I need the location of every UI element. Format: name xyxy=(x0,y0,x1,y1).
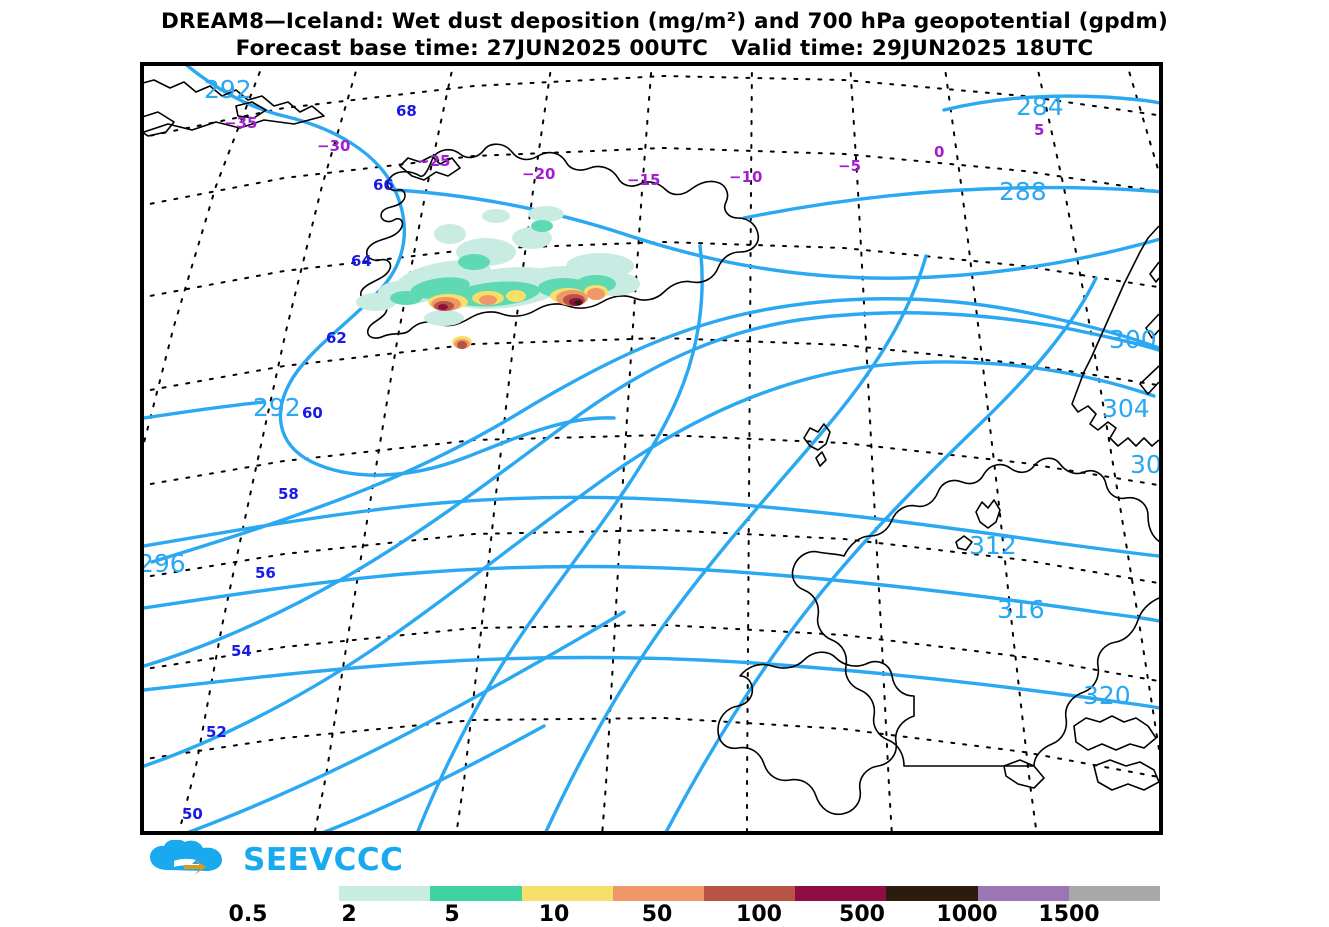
contour-312 xyxy=(144,495,1159,558)
coastline-orkney xyxy=(955,535,973,551)
lon-label-5: 5 xyxy=(1034,121,1044,139)
coastline-iceland xyxy=(359,143,760,339)
lon-label--30: −30 xyxy=(317,137,350,155)
chart-title-block: DREAM8—Iceland: Wet dust deposition (mg/… xyxy=(0,8,1329,62)
lat-label-66: 66 xyxy=(373,176,394,194)
contour-300 xyxy=(144,311,1159,668)
coastline-channel xyxy=(1003,759,1045,789)
contour-label-292-north: 292 xyxy=(204,75,252,104)
coastline-norway xyxy=(1071,225,1159,447)
lon-label--20: −20 xyxy=(522,165,555,183)
coastline-norway-fjord-2 xyxy=(1145,313,1159,339)
geopotential-contours xyxy=(144,66,1159,831)
colorbar-swatch-3 xyxy=(521,886,613,901)
colorbar-swatch-2 xyxy=(430,886,522,901)
colorbar-tick-500: 500 xyxy=(839,902,885,927)
seevccc-logo: SEEVCCC xyxy=(148,838,568,882)
contour-284 xyxy=(942,94,1159,112)
contour-mid-3 xyxy=(664,276,1098,831)
longitude-labels: −35 −30 −25 −20 −15 −10 −5 0 5 xyxy=(224,114,1044,189)
contour-288 xyxy=(742,185,1159,220)
colorbar-tick-0.5: 0.5 xyxy=(228,902,268,927)
colorbar-swatch-9 xyxy=(1068,886,1161,901)
contour-label-292-mid: 292 xyxy=(253,393,301,422)
colorbar-tick-2: 2 xyxy=(341,902,357,927)
colorbar-swatch-1 xyxy=(339,886,431,901)
colorbar-tick-labels: 0.5 2 5 10 50 100 500 1000 1500 xyxy=(0,902,1329,927)
coastline-ireland xyxy=(717,651,915,816)
coastline-faroe xyxy=(803,423,831,467)
colorbar-tick-1500: 1500 xyxy=(1038,902,1100,927)
contour-lower-left xyxy=(187,610,626,831)
colorbar-swatch-0 xyxy=(248,886,340,901)
contour-320 xyxy=(144,655,1159,710)
colorbar-tick-1000: 1000 xyxy=(936,902,998,927)
title-line-2: Forecast base time: 27JUN2025 00UTC Vali… xyxy=(235,36,1094,61)
latitude-labels: 68 66 64 62 60 58 56 54 52 50 xyxy=(182,102,417,823)
lon-label--5: −5 xyxy=(838,157,861,175)
lat-label-52: 52 xyxy=(206,723,227,741)
lon-label--35: −35 xyxy=(224,114,257,132)
lat-label-64: 64 xyxy=(351,252,372,270)
contour-value-labels: 292 284 288 292 296 300 304 308 312 316 … xyxy=(144,75,1159,710)
lon-label--25: −25 xyxy=(417,152,450,170)
contour-label-304: 304 xyxy=(1102,394,1150,423)
colorbar-swatch-5 xyxy=(704,886,796,901)
dust-deposition-field xyxy=(356,206,640,349)
contour-304 xyxy=(144,360,1156,768)
coastline-nl xyxy=(1093,759,1159,791)
coastline-norway-fjord-1 xyxy=(1149,261,1159,283)
coastline-norway-fjord-3 xyxy=(1139,365,1159,395)
coastline-greenland xyxy=(144,79,325,133)
contour-292-mid xyxy=(392,188,1159,280)
lat-label-62: 62 xyxy=(326,329,347,347)
cloud-arrow-icon xyxy=(150,840,222,875)
coastline-great-britain xyxy=(791,457,1159,767)
coastlines xyxy=(144,79,1159,816)
lat-label-50: 50 xyxy=(182,805,203,823)
contour-label-320: 320 xyxy=(1083,681,1131,710)
lat-label-60: 60 xyxy=(302,404,323,422)
contour-label-312: 312 xyxy=(969,531,1017,560)
coastline-denmark xyxy=(1073,715,1157,751)
contour-label-288: 288 xyxy=(999,177,1047,206)
contour-296 xyxy=(150,297,1159,564)
contour-292-north xyxy=(185,66,616,477)
dust-level-500 xyxy=(574,300,582,306)
colorbar-swatch-7 xyxy=(886,886,978,901)
logo-text: SEEVCCC xyxy=(243,841,404,878)
contour-316 xyxy=(144,564,1159,623)
contour-label-300: 300 xyxy=(1109,325,1157,354)
colorbar-swatch-6 xyxy=(795,886,887,901)
lon-label--10: −10 xyxy=(729,168,762,186)
contour-mid-2 xyxy=(544,254,928,831)
colorbar-tick-100: 100 xyxy=(736,902,782,927)
colorbar-tick-10: 10 xyxy=(538,902,570,927)
lat-label-68: 68 xyxy=(396,102,417,120)
lon-label-0: 0 xyxy=(934,143,944,161)
lon-label--15: −15 xyxy=(627,171,660,189)
contour-mid-trough xyxy=(416,244,704,831)
contour-lower-left-2 xyxy=(322,724,546,831)
contour-label-284: 284 xyxy=(1016,92,1064,121)
colorbar: 0.5 2 5 10 50 100 500 1000 1500 xyxy=(0,884,1329,927)
coastline-shetland xyxy=(975,499,1001,529)
lat-label-58: 58 xyxy=(278,485,299,503)
map-canvas: 68 66 64 62 60 58 56 54 52 50 −35 −30 −2… xyxy=(144,66,1159,831)
lat-label-54: 54 xyxy=(231,642,252,660)
colorbar-swatch-8 xyxy=(977,886,1069,901)
contour-label-296: 296 xyxy=(144,549,186,578)
coastline-greenland-3 xyxy=(235,101,267,119)
title-line-1: DREAM8—Iceland: Wet dust deposition (mg/… xyxy=(160,9,1169,34)
coastline-greenland-2 xyxy=(144,111,175,137)
colorbar-swatches xyxy=(248,886,1161,901)
contour-label-316: 316 xyxy=(997,595,1045,624)
colorbar-swatch-4 xyxy=(612,886,705,901)
coastline-iceland-westfjords xyxy=(399,155,461,181)
map-plot-area: 68 66 64 62 60 58 56 54 52 50 −35 −30 −2… xyxy=(140,62,1163,835)
contour-label-308: 308 xyxy=(1130,450,1159,479)
colorbar-tick-50: 50 xyxy=(641,902,673,927)
lat-label-56: 56 xyxy=(255,564,276,582)
colorbar-tick-5: 5 xyxy=(444,902,460,927)
